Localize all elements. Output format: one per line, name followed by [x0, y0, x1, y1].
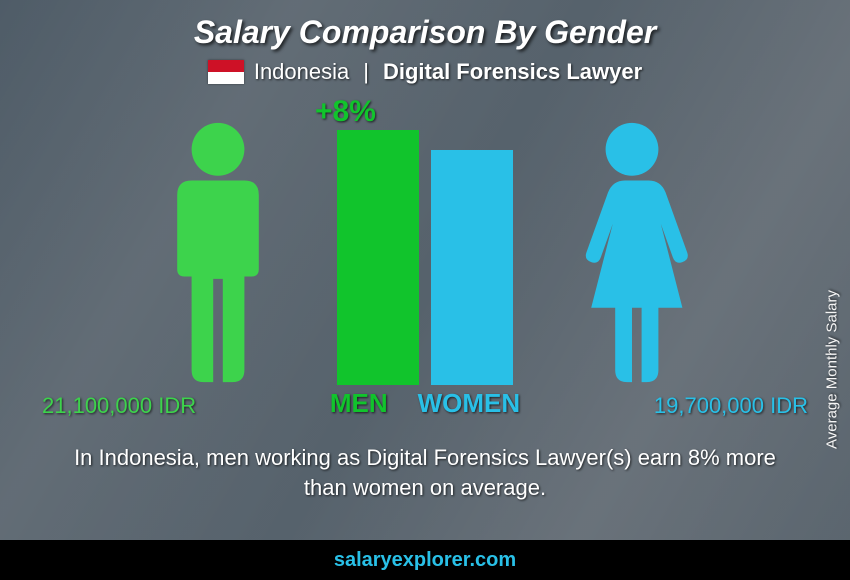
men-salary-value: 21,100,000 IDR: [42, 393, 196, 419]
footer-source-label: salaryexplorer.com: [334, 549, 516, 571]
chart-area: +8% MEN WOMEN 21,100,000 IDR 19,700,000 …: [0, 95, 850, 425]
women-salary-value: 19,700,000 IDR: [654, 393, 808, 419]
delta-percentage-label: +8%: [315, 95, 376, 129]
footer: salaryexplorer.com: [0, 540, 850, 580]
male-figure-icon: [158, 120, 278, 385]
male-svg: [158, 120, 278, 385]
women-label: WOMEN: [418, 388, 521, 419]
bar-group: [337, 130, 513, 385]
men-label: MEN: [330, 388, 388, 419]
page-title: Salary Comparison By Gender: [0, 14, 850, 51]
subtitle-separator: |: [363, 59, 369, 85]
gender-labels: MEN WOMEN: [330, 388, 520, 419]
subtitle: Indonesia | Digital Forensics Lawyer: [0, 59, 850, 85]
country-flag-icon: [208, 60, 244, 84]
summary-text: In Indonesia, men working as Digital For…: [55, 443, 795, 502]
header: Salary Comparison By Gender Indonesia | …: [0, 0, 850, 85]
men-bar: [337, 130, 419, 385]
female-svg: [572, 120, 692, 385]
flag-bottom-stripe: [208, 72, 244, 84]
women-bar: [431, 150, 513, 385]
female-figure-icon: [572, 120, 692, 385]
y-axis-label: Average Monthly Salary: [824, 290, 841, 449]
flag-top-stripe: [208, 60, 244, 72]
job-title-label: Digital Forensics Lawyer: [383, 59, 642, 85]
country-label: Indonesia: [254, 59, 349, 85]
